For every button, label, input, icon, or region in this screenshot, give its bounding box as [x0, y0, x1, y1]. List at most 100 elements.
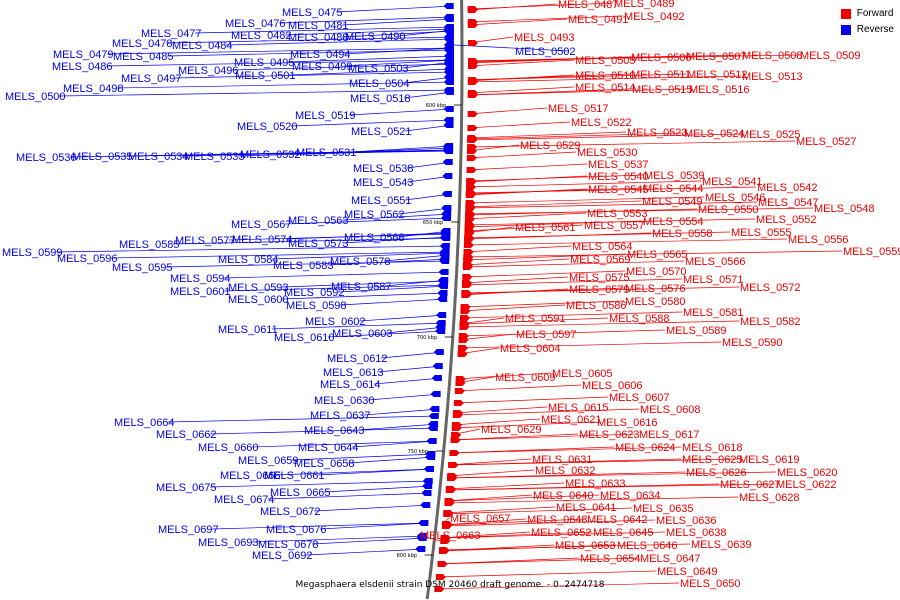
- gene-label[interactable]: MELS_0481: [288, 20, 349, 32]
- gene-label[interactable]: MELS_0516: [689, 84, 750, 96]
- gene-label[interactable]: MELS_0587: [331, 281, 392, 293]
- gene-glyph[interactable]: [467, 111, 478, 117]
- gene-glyph[interactable]: [444, 498, 455, 504]
- gene-label[interactable]: MELS_0521: [351, 126, 412, 138]
- gene-glyph[interactable]: [437, 290, 448, 296]
- gene-glyph[interactable]: [463, 242, 474, 248]
- gene-label[interactable]: MELS_0563: [288, 215, 349, 227]
- gene-label[interactable]: MELS_0604: [500, 343, 561, 355]
- gene-glyph[interactable]: [467, 125, 478, 131]
- gene-label[interactable]: MELS_0662: [156, 429, 217, 441]
- gene-label[interactable]: MELS_0537: [588, 159, 649, 171]
- gene-label[interactable]: MELS_0542: [757, 182, 818, 194]
- gene-label[interactable]: MELS_0562: [344, 209, 405, 221]
- gene-label[interactable]: MELS_0576: [625, 283, 686, 295]
- gene-label[interactable]: MELS_0475: [282, 7, 343, 19]
- gene-label[interactable]: MELS_0522: [571, 117, 632, 129]
- gene-label[interactable]: MELS_0529: [520, 140, 581, 152]
- gene-glyph[interactable]: [437, 561, 448, 567]
- gene-glyph[interactable]: [464, 230, 475, 236]
- gene-glyph[interactable]: [462, 274, 473, 280]
- gene-label[interactable]: MELS_0517: [548, 103, 609, 115]
- gene-glyph[interactable]: [443, 74, 454, 80]
- gene-label[interactable]: MELS_0590: [722, 337, 783, 349]
- gene-label[interactable]: MELS_0633: [565, 478, 626, 490]
- gene-label[interactable]: MELS_0569: [570, 254, 631, 266]
- gene-glyph[interactable]: [453, 410, 464, 416]
- gene-label[interactable]: MELS_0612: [327, 353, 388, 365]
- gene-glyph[interactable]: [428, 413, 439, 419]
- gene-glyph[interactable]: [440, 538, 451, 544]
- gene-label[interactable]: MELS_0509: [800, 50, 861, 62]
- gene-glyph[interactable]: [443, 510, 454, 516]
- gene-label[interactable]: MELS_0628: [739, 492, 800, 504]
- gene-glyph[interactable]: [447, 473, 458, 479]
- gene-label[interactable]: MELS_0678: [258, 539, 319, 551]
- gene-label[interactable]: MELS_0504: [349, 78, 410, 90]
- gene-label[interactable]: MELS_0618: [682, 442, 743, 454]
- gene-label[interactable]: MELS_0632: [535, 465, 596, 477]
- gene-label[interactable]: MELS_0573: [288, 238, 349, 250]
- gene-label[interactable]: MELS_0641: [556, 502, 617, 514]
- gene-glyph[interactable]: [460, 308, 471, 314]
- gene-label[interactable]: MELS_0524: [684, 128, 745, 140]
- gene-label[interactable]: MELS_0617: [639, 429, 700, 441]
- gene-label[interactable]: MELS_0502: [515, 46, 576, 58]
- gene-label[interactable]: MELS_0519: [295, 110, 356, 122]
- gene-glyph[interactable]: [434, 586, 445, 592]
- gene-label[interactable]: MELS_0506: [631, 52, 692, 64]
- gene-label[interactable]: MELS_0514: [575, 82, 636, 94]
- gene-label[interactable]: MELS_0530: [577, 147, 638, 159]
- gene-glyph[interactable]: [439, 243, 450, 249]
- gene-label[interactable]: MELS_0493: [514, 32, 575, 44]
- gene-label[interactable]: MELS_0626: [686, 467, 747, 479]
- gene-label[interactable]: MELS_0577: [175, 235, 236, 247]
- gene-label[interactable]: MELS_0644: [298, 442, 359, 454]
- gene-glyph[interactable]: [443, 117, 454, 123]
- gene-glyph[interactable]: [429, 406, 440, 412]
- gene-label[interactable]: MELS_0602: [305, 316, 366, 328]
- gene-label[interactable]: MELS_0564: [572, 241, 633, 253]
- gene-glyph[interactable]: [466, 184, 477, 190]
- gene-label[interactable]: MELS_0515: [632, 84, 693, 96]
- gene-glyph[interactable]: [440, 235, 451, 241]
- gene-label[interactable]: MELS_0533: [184, 151, 245, 163]
- gene-glyph[interactable]: [443, 79, 454, 85]
- gene-label[interactable]: MELS_0609: [495, 372, 556, 384]
- gene-label[interactable]: MELS_0643: [304, 425, 365, 437]
- gene-label[interactable]: MELS_0623: [579, 429, 640, 441]
- gene-glyph[interactable]: [426, 438, 437, 444]
- gene-label[interactable]: MELS_0613: [323, 367, 384, 379]
- gene-glyph[interactable]: [438, 269, 449, 275]
- gene-label[interactable]: MELS_0586: [566, 300, 627, 312]
- gene-glyph[interactable]: [467, 79, 478, 85]
- gene-label[interactable]: MELS_0647: [640, 553, 701, 565]
- gene-label[interactable]: MELS_0503: [348, 63, 409, 75]
- gene-label[interactable]: MELS_0603: [332, 328, 393, 340]
- gene-glyph[interactable]: [439, 249, 450, 255]
- gene-glyph[interactable]: [467, 6, 478, 12]
- gene-label[interactable]: MELS_0567: [231, 219, 292, 231]
- gene-label[interactable]: MELS_0552: [756, 214, 817, 226]
- gene-label[interactable]: MELS_0619: [739, 454, 800, 466]
- gene-label[interactable]: MELS_0486: [52, 61, 113, 73]
- gene-glyph[interactable]: [449, 450, 460, 456]
- gene-label[interactable]: MELS_0580: [625, 296, 686, 308]
- gene-label[interactable]: MELS_0540: [588, 171, 649, 183]
- gene-label[interactable]: MELS_0523: [627, 127, 688, 139]
- gene-glyph[interactable]: [425, 451, 436, 457]
- gene-label[interactable]: MELS_0582: [740, 316, 801, 328]
- gene-glyph[interactable]: [430, 391, 441, 397]
- gene-label[interactable]: MELS_0642: [587, 514, 648, 526]
- gene-glyph[interactable]: [461, 292, 472, 298]
- gene-label[interactable]: MELS_0532: [240, 149, 301, 161]
- gene-label[interactable]: MELS_0484: [172, 40, 233, 52]
- gene-label[interactable]: MELS_0595: [112, 262, 173, 274]
- gene-glyph[interactable]: [442, 159, 453, 165]
- gene-label[interactable]: MELS_0600: [228, 294, 289, 306]
- gene-label[interactable]: MELS_0659: [238, 455, 299, 467]
- gene-glyph[interactable]: [416, 533, 427, 539]
- gene-label[interactable]: MELS_0544: [643, 183, 704, 195]
- gene-glyph[interactable]: [462, 280, 473, 286]
- gene-glyph[interactable]: [467, 92, 478, 98]
